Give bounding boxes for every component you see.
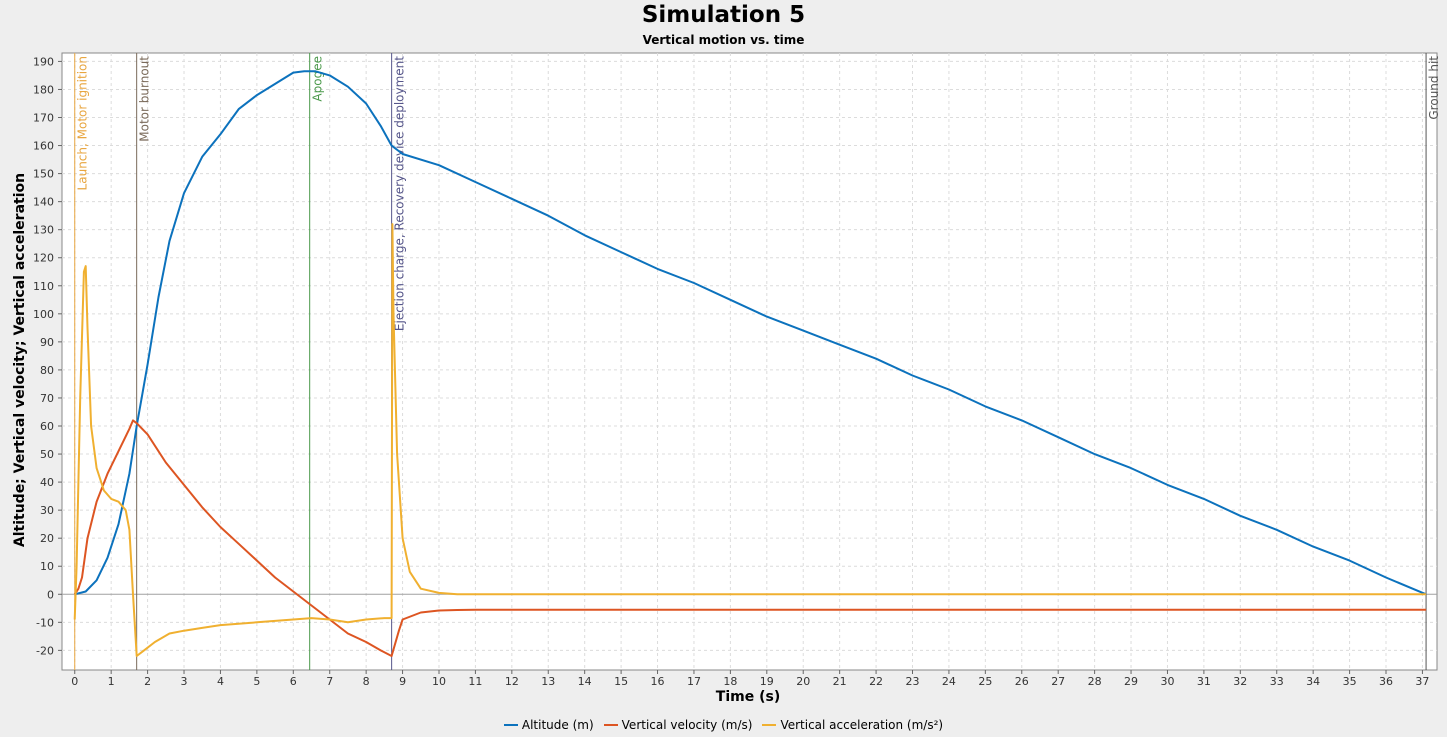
y-tick-label: 150 [33, 168, 54, 181]
x-tick-label: 5 [253, 675, 260, 688]
x-tick-label: 35 [1343, 675, 1357, 688]
y-tick-label: 90 [40, 336, 54, 349]
x-tick-label: 37 [1415, 675, 1429, 688]
y-tick-label: 140 [33, 196, 54, 209]
x-tick-label: 23 [905, 675, 919, 688]
x-tick-label: 14 [578, 675, 592, 688]
x-tick-label: 24 [942, 675, 956, 688]
x-tick-label: 33 [1270, 675, 1284, 688]
chart-subtitle: Vertical motion vs. time [642, 33, 805, 47]
legend-item: Altitude (m) [503, 718, 594, 732]
legend-item: Vertical acceleration (m/s²) [762, 718, 943, 732]
event-label: Motor burnout [138, 56, 152, 142]
x-tick-label: 22 [869, 675, 883, 688]
x-tick-label: 15 [614, 675, 628, 688]
x-tick-label: 8 [363, 675, 370, 688]
series-line-0 [74, 70, 1427, 596]
x-tick-label: 21 [833, 675, 847, 688]
y-tick-label: 20 [40, 532, 54, 545]
plot-area [61, 52, 1438, 671]
event-label: Ground hit [1427, 56, 1441, 120]
x-tick-label: 9 [399, 675, 406, 688]
x-tick-label: 29 [1124, 675, 1138, 688]
x-tick-label: 12 [505, 675, 519, 688]
y-axis-label: Altitude; Vertical velocity; Vertical ac… [12, 172, 28, 548]
x-tick-label: 32 [1233, 675, 1247, 688]
y-tick-label: 170 [33, 112, 54, 125]
y-tick-label: -10 [36, 616, 54, 629]
y-tick-label: 130 [33, 224, 54, 237]
y-tick-label: 120 [33, 252, 54, 265]
x-tick-label: 6 [290, 675, 297, 688]
x-tick-label: 25 [978, 675, 992, 688]
x-tick-label: 7 [326, 675, 333, 688]
x-tick-label: 18 [723, 675, 737, 688]
x-tick-label: 2 [144, 675, 151, 688]
y-tick-label: 110 [33, 280, 54, 293]
legend-label: Altitude (m) [521, 718, 594, 732]
legend-label: Vertical velocity (m/s) [621, 718, 753, 732]
y-tick-label: 190 [33, 55, 54, 68]
y-tick-label: 50 [40, 448, 54, 461]
legend-item: Vertical velocity (m/s) [603, 718, 753, 732]
y-tick-label: 70 [40, 392, 54, 405]
legend-label: Vertical acceleration (m/s²) [780, 718, 944, 732]
x-tick-label: 31 [1197, 675, 1211, 688]
y-tick-label: 180 [33, 83, 54, 96]
x-tick-label: 34 [1306, 675, 1320, 688]
x-tick-label: 17 [687, 675, 701, 688]
y-tick-label: 0 [47, 588, 54, 601]
x-tick-label: 19 [760, 675, 774, 688]
series-line-1 [73, 419, 1427, 657]
x-tick-label: 1 [108, 675, 115, 688]
x-tick-label: 27 [1051, 675, 1065, 688]
y-tick-label: 40 [40, 476, 54, 489]
y-tick-label: 10 [40, 560, 54, 573]
chart-legend: Altitude (m) Vertical velocity (m/s) Verti… [0, 718, 1447, 732]
x-axis-label: Time (s) [715, 689, 781, 705]
event-label: Ejection charge, Recovery device deploym… [393, 56, 407, 331]
legend-swatch [603, 724, 618, 726]
x-tick-label: 4 [217, 675, 224, 688]
x-tick-label: 16 [651, 675, 665, 688]
x-tick-label: 36 [1379, 675, 1393, 688]
y-tick-label: 160 [33, 140, 54, 153]
legend-swatch [503, 724, 518, 726]
x-tick-label: 26 [1015, 675, 1029, 688]
x-tick-label: 28 [1088, 675, 1102, 688]
y-tick-label: -20 [36, 644, 54, 657]
x-tick-label: 3 [181, 675, 188, 688]
y-tick-label: 30 [40, 504, 54, 517]
y-tick-label: 60 [40, 420, 54, 433]
x-tick-label: 13 [541, 675, 555, 688]
chart-title: Simulation 5 [641, 2, 806, 28]
x-tick-label: 0 [71, 675, 78, 688]
x-tick-label: 11 [468, 675, 482, 688]
y-tick-label: 100 [33, 308, 54, 321]
legend-swatch [762, 724, 777, 726]
event-label: Apogee [311, 56, 325, 102]
series-line-2 [73, 223, 1427, 657]
x-tick-label: 10 [432, 675, 446, 688]
event-label: Launch, Motor ignition [76, 56, 90, 190]
y-tick-label: 80 [40, 364, 54, 377]
x-tick-label: 30 [1160, 675, 1174, 688]
x-tick-label: 20 [796, 675, 810, 688]
